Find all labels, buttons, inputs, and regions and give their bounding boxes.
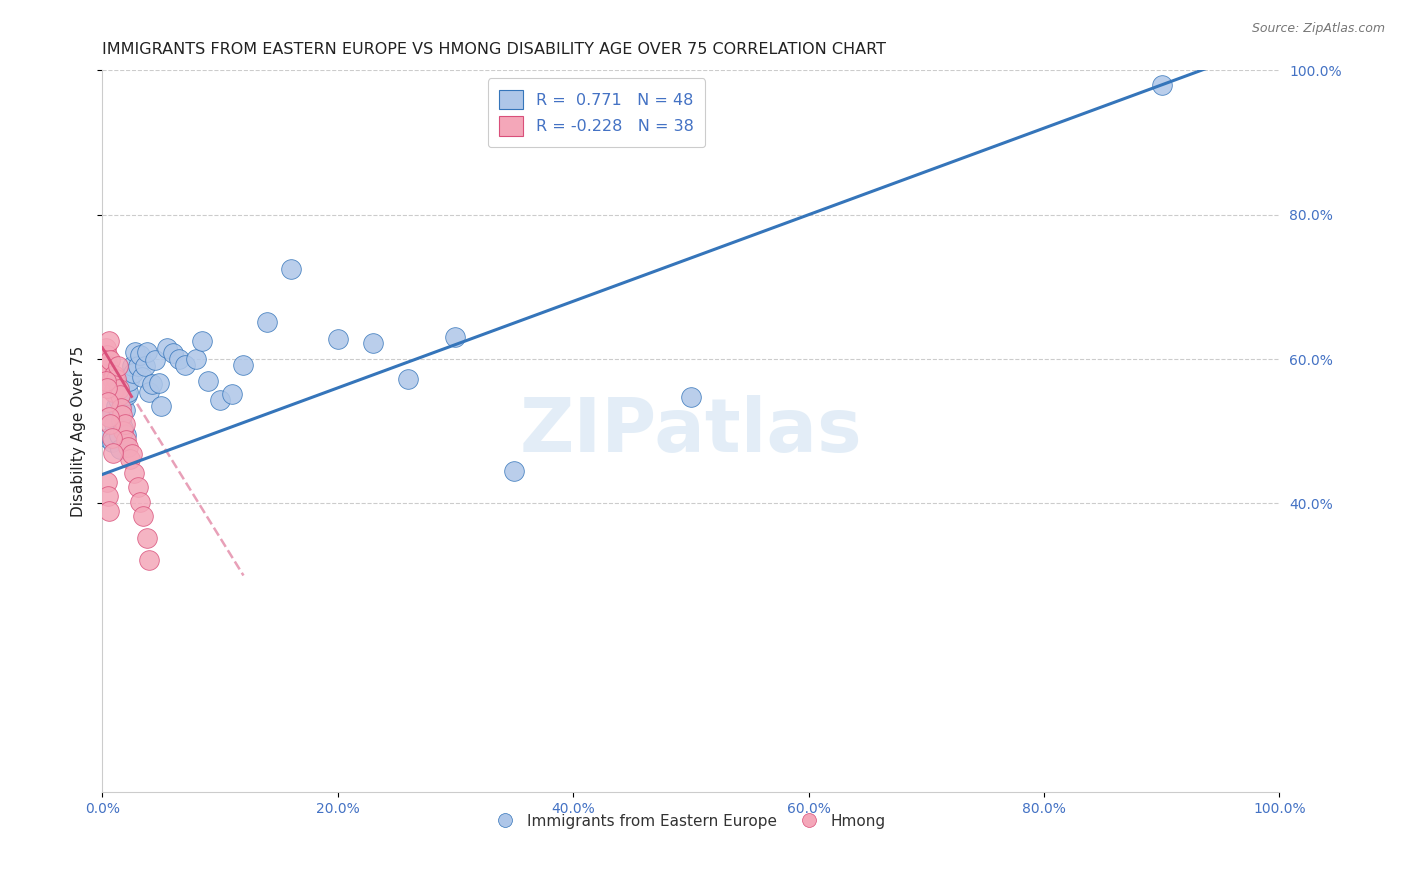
- Point: [96, 381, 118, 395]
- Point: [107, 382, 129, 396]
- Point: [221, 386, 243, 401]
- Point: [108, 442, 131, 457]
- Point: [100, 431, 122, 445]
- Point: [150, 399, 173, 413]
- Point: [101, 384, 124, 399]
- Point: [111, 409, 134, 423]
- Point: [107, 392, 129, 406]
- Point: [100, 435, 122, 450]
- Point: [121, 359, 143, 374]
- Point: [100, 409, 122, 424]
- Point: [114, 433, 136, 447]
- Point: [148, 376, 170, 390]
- Point: [110, 401, 132, 416]
- Point: [141, 377, 163, 392]
- Point: [98, 503, 121, 517]
- Point: [105, 399, 128, 413]
- Text: IMMIGRANTS FROM EASTERN EUROPE VS HMONG DISABILITY AGE OVER 75 CORRELATION CHART: IMMIGRANTS FROM EASTERN EUROPE VS HMONG …: [103, 42, 886, 57]
- Point: [111, 395, 134, 409]
- Point: [110, 413, 132, 427]
- Point: [107, 427, 129, 442]
- Point: [136, 344, 159, 359]
- Point: [156, 341, 179, 355]
- Point: [103, 368, 125, 382]
- Point: [103, 417, 125, 431]
- Legend: Immigrants from Eastern Europe, Hmong: Immigrants from Eastern Europe, Hmong: [491, 807, 891, 835]
- Point: [122, 466, 145, 480]
- Point: [112, 420, 135, 434]
- Point: [679, 390, 702, 404]
- Point: [94, 341, 117, 355]
- Point: [503, 464, 526, 478]
- Point: [131, 370, 153, 384]
- Point: [173, 358, 195, 372]
- Point: [100, 353, 122, 368]
- Point: [396, 372, 419, 386]
- Point: [191, 334, 214, 348]
- Point: [93, 356, 115, 370]
- Point: [100, 417, 122, 431]
- Point: [128, 348, 150, 362]
- Point: [444, 330, 467, 344]
- Point: [138, 552, 160, 566]
- Point: [114, 402, 136, 417]
- Point: [280, 261, 302, 276]
- Point: [97, 359, 120, 374]
- Point: [118, 374, 141, 388]
- Point: [117, 384, 139, 399]
- Point: [96, 348, 118, 362]
- Point: [114, 417, 136, 431]
- Point: [361, 336, 384, 351]
- Point: [97, 431, 120, 445]
- Point: [127, 480, 149, 494]
- Point: [97, 489, 120, 503]
- Point: [138, 384, 160, 399]
- Point: [101, 446, 124, 460]
- Y-axis label: Disability Age Over 75: Disability Age Over 75: [72, 345, 86, 516]
- Point: [94, 374, 117, 388]
- Point: [97, 395, 120, 409]
- Point: [134, 359, 156, 374]
- Point: [1150, 78, 1173, 92]
- Point: [197, 374, 219, 388]
- Point: [128, 495, 150, 509]
- Point: [208, 393, 231, 408]
- Point: [232, 358, 254, 372]
- Point: [108, 388, 131, 402]
- Text: ZIPatlas: ZIPatlas: [519, 394, 862, 467]
- Point: [121, 447, 143, 461]
- Point: [105, 372, 128, 386]
- Point: [162, 346, 184, 360]
- Point: [107, 359, 129, 374]
- Point: [143, 353, 166, 368]
- Point: [186, 352, 208, 367]
- Point: [167, 352, 190, 367]
- Point: [98, 409, 121, 424]
- Point: [100, 372, 122, 386]
- Text: Source: ZipAtlas.com: Source: ZipAtlas.com: [1251, 22, 1385, 36]
- Point: [121, 367, 143, 381]
- Point: [114, 427, 136, 442]
- Point: [98, 334, 121, 348]
- Point: [132, 509, 155, 524]
- Point: [117, 440, 139, 454]
- Point: [127, 359, 149, 374]
- Point: [104, 381, 127, 395]
- Point: [256, 314, 278, 328]
- Point: [120, 451, 142, 466]
- Point: [124, 344, 146, 359]
- Point: [326, 332, 349, 346]
- Point: [96, 475, 118, 489]
- Point: [115, 388, 138, 402]
- Point: [112, 424, 135, 438]
- Point: [136, 531, 159, 545]
